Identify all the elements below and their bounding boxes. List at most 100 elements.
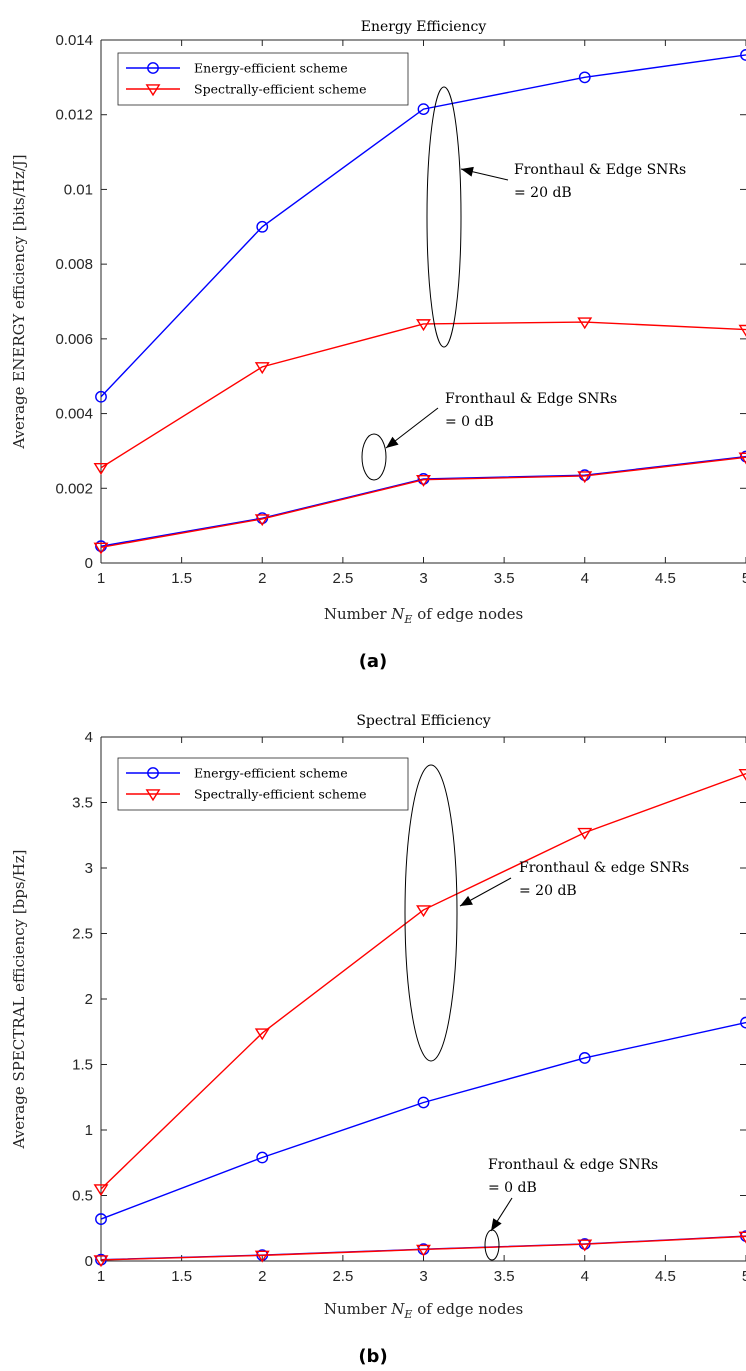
circle-marker <box>147 62 159 74</box>
group-ellipse <box>426 86 462 348</box>
figure-caption: (b) <box>358 1346 387 1367</box>
y-tick-label: 3 <box>85 860 93 877</box>
x-tick-label: 1.5 <box>171 1268 192 1285</box>
circle-marker <box>417 1096 430 1109</box>
figure-caption: (a) <box>359 651 388 672</box>
series-line <box>100 321 746 469</box>
triangle-marker <box>577 471 593 484</box>
annotation-text: Fronthaul & edge SNRs <box>488 1157 658 1173</box>
y-tick-label: 0.008 <box>55 256 93 273</box>
y-tick-label: 0.006 <box>55 331 93 348</box>
triangle-marker <box>93 1184 109 1197</box>
annotation-text: = 20 dB <box>519 883 577 899</box>
y-tick-label: 0.012 <box>55 107 93 124</box>
circle-marker <box>95 390 107 403</box>
annotation-arrow-head <box>491 1218 502 1231</box>
series-line <box>100 1021 746 1220</box>
triangle-marker <box>738 768 746 781</box>
triangle-marker <box>738 324 746 337</box>
triangle-marker <box>254 362 270 375</box>
x-tick-label: 2 <box>258 1268 266 1285</box>
triangle-marker <box>738 452 746 465</box>
legend-label: Spectrally-efficient scheme <box>194 82 367 97</box>
legend-label: Energy-efficient scheme <box>194 766 348 781</box>
chart-title: Spectral Efficiency <box>356 713 490 729</box>
triangle-marker <box>254 514 270 527</box>
x-tick-label: 3 <box>419 570 427 587</box>
legend: Energy-efficient scheme Spectrally-effici… <box>117 757 409 811</box>
y-tick-label: 4 <box>85 729 93 746</box>
series-triangle-down-20dB <box>93 317 746 475</box>
triangle-marker <box>93 542 109 555</box>
triangle-marker <box>416 319 431 332</box>
legend-box <box>117 52 409 106</box>
plot-area <box>101 737 746 1261</box>
y-tick-label: 1.5 <box>72 1057 93 1074</box>
triangle-marker <box>145 789 161 802</box>
series-line <box>100 456 746 548</box>
y-tick-label: 0.004 <box>55 406 93 423</box>
x-tick-label: 2.5 <box>332 1268 353 1285</box>
triangle-marker <box>93 1255 109 1268</box>
triangle-marker <box>416 905 431 918</box>
series-line <box>100 455 746 547</box>
x-tick-label: 2.5 <box>332 570 353 587</box>
series-line <box>100 1235 746 1261</box>
y-tick-label: 2.5 <box>72 926 93 943</box>
x-tick-label: 1 <box>97 1268 105 1285</box>
legend: Energy-efficient scheme Spectrally-effici… <box>117 52 409 106</box>
y-tick-label: 1 <box>85 1122 93 1139</box>
chart-title: Energy Efficiency <box>361 19 487 35</box>
annotation-arrow-head <box>386 436 399 448</box>
y-tick-label: 3.5 <box>72 795 93 812</box>
circle-marker <box>147 767 159 779</box>
x-tick-label: 5 <box>742 1268 746 1285</box>
triangle-marker <box>416 474 431 487</box>
y-tick-label: 0 <box>85 555 93 572</box>
x-axis-label: Number NE of edge nodes <box>324 605 523 626</box>
triangle-marker <box>93 463 109 475</box>
series-triangle-down-0dB <box>93 1231 746 1268</box>
chart-energy-efficiency: Energy Efficiency 1 1.5 2 2.5 3 3.5 4 4.5 5 0 0.002… <box>10 19 746 672</box>
circle-marker <box>256 220 269 233</box>
annotation-text: = 0 dB <box>445 414 494 430</box>
y-tick-label: 0.5 <box>72 1188 93 1205</box>
annotation-text: Fronthaul & Edge SNRs <box>514 162 686 178</box>
legend-box <box>117 757 409 811</box>
series-line <box>100 54 746 398</box>
x-tick-label: 3.5 <box>494 1268 515 1285</box>
y-tick-label: 0 <box>85 1253 93 1270</box>
y-axis-label: Average ENERGY efficiency [bits/Hz/J] <box>10 154 28 449</box>
triangle-marker <box>416 1244 431 1257</box>
legend-label: Spectrally-efficient scheme <box>194 787 367 802</box>
x-tick-label: 4.5 <box>655 1268 676 1285</box>
triangle-marker <box>577 1239 593 1252</box>
circle-marker <box>578 71 591 84</box>
series-triangle-down-20dB <box>93 768 746 1197</box>
annotation-arrow-head <box>460 895 473 906</box>
x-tick-label: 3 <box>419 1268 427 1285</box>
annotation-text: = 20 dB <box>514 185 572 201</box>
circle-marker <box>256 1151 269 1164</box>
circle-marker <box>578 1052 591 1064</box>
x-tick-label: 4 <box>581 570 589 587</box>
circle-marker <box>417 103 430 116</box>
x-tick-label: 4.5 <box>655 570 676 587</box>
x-tick-label: 1 <box>97 570 105 587</box>
y-tick-label: 2 <box>85 991 93 1008</box>
x-axis-label: Number NE of edge nodes <box>324 1300 523 1321</box>
y-tick-label: 0.01 <box>64 181 93 198</box>
triangle-marker <box>577 317 593 330</box>
triangle-marker <box>145 84 161 97</box>
triangle-marker <box>577 827 593 840</box>
x-tick-label: 4 <box>581 1268 589 1285</box>
chart-spectral-efficiency: Spectral Efficiency 1 1.5 2 2.5 3 3.5 4 4.5 5 0 0.5… <box>10 713 746 1367</box>
annotation-text: Fronthaul & Edge SNRs <box>445 391 617 407</box>
triangle-marker <box>254 1250 270 1263</box>
annotation-text: Fronthaul & edge SNRs <box>519 860 689 876</box>
x-tick-label: 3.5 <box>494 570 515 587</box>
group-ellipse <box>361 433 387 481</box>
triangle-marker <box>254 1028 270 1041</box>
y-axis-label: Average SPECTRAL efficiency [bps/Hz] <box>10 850 28 1150</box>
